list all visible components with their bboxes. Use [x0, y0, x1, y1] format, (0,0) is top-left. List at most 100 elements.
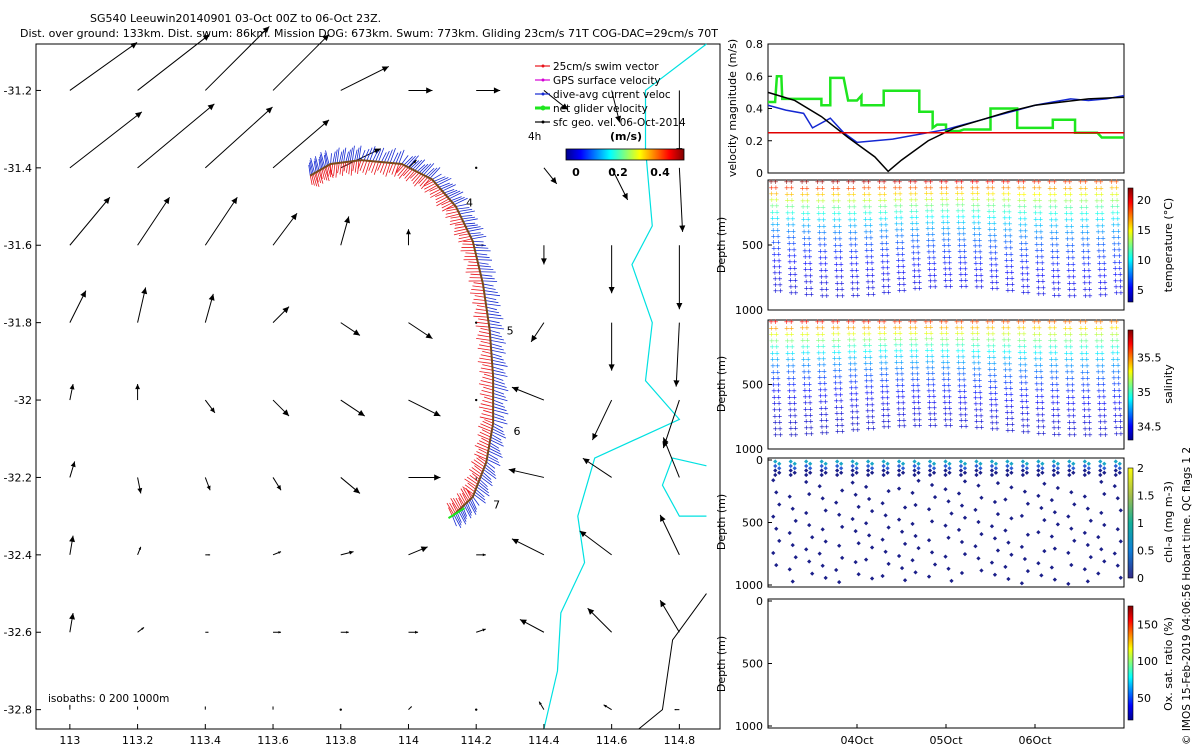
chla-point — [976, 519, 981, 525]
profile-point: + — [1115, 368, 1121, 376]
profile-point: + — [913, 341, 919, 349]
profile-point: + — [1020, 282, 1026, 290]
profile-point: + — [784, 190, 790, 198]
geo-vector-head — [662, 437, 669, 445]
geo-vector-head — [346, 631, 349, 634]
profile-point: + — [835, 191, 841, 199]
dac-vector — [435, 177, 449, 184]
profile-point: + — [868, 234, 874, 242]
profile-point: + — [909, 358, 915, 366]
profile-point: + — [1032, 197, 1038, 205]
profile-point: + — [1048, 210, 1054, 218]
profile-point: + — [1094, 337, 1100, 345]
chla-point — [807, 559, 812, 564]
profile-point: + — [854, 414, 860, 422]
chla-point — [817, 551, 822, 556]
profile-point: + — [823, 411, 829, 419]
profile-point: + — [942, 259, 948, 267]
profile-point: + — [1002, 220, 1008, 228]
swim-vector — [472, 302, 486, 305]
dac-vector — [473, 493, 486, 504]
profile-point: + — [1037, 215, 1043, 223]
profile-point: + — [895, 238, 901, 246]
profile-point: + — [869, 265, 875, 273]
profile-point: + — [893, 335, 899, 343]
profile-point: + — [867, 342, 873, 350]
chla-point — [863, 557, 869, 562]
profile-point: + — [773, 281, 779, 289]
profile-point: + — [947, 271, 953, 279]
profile-point: + — [1096, 374, 1102, 382]
profile-point: + — [986, 348, 992, 356]
profile-point: + — [1019, 385, 1025, 393]
profile-point: + — [1050, 254, 1056, 262]
profile-point: + — [1097, 406, 1103, 414]
profile-point: + — [1116, 386, 1122, 394]
swim-vector — [371, 161, 376, 173]
swim-vector — [414, 174, 424, 187]
profile-point: + — [988, 401, 994, 409]
profile-point: + — [976, 353, 982, 361]
profile-point: + — [884, 382, 890, 390]
profile-point: + — [970, 184, 976, 192]
chla-point — [787, 494, 792, 499]
profile-point: + — [1018, 373, 1024, 381]
profile-point: + — [1066, 406, 1072, 414]
chla-point — [1055, 466, 1060, 471]
profile-point: + — [1054, 387, 1060, 395]
profile-point: + — [1080, 375, 1086, 383]
chla-point — [1049, 498, 1054, 503]
dac-vector — [343, 147, 347, 163]
profile-point: + — [962, 248, 968, 256]
profile-point: + — [1098, 178, 1104, 186]
profile-point: + — [851, 348, 857, 356]
dac-vector — [418, 163, 429, 174]
profile-point: + — [1001, 324, 1007, 332]
chla-point — [959, 539, 965, 545]
dac-vector — [463, 504, 472, 519]
profile-point: + — [1112, 252, 1118, 260]
chla-point — [865, 463, 871, 469]
chla-point — [866, 496, 872, 502]
profile-point: + — [979, 424, 985, 432]
chla-point — [1072, 538, 1077, 543]
profile-point: + — [958, 399, 964, 407]
profile-point: + — [898, 359, 904, 367]
profile-point: + — [800, 337, 806, 345]
profile-point: + — [838, 267, 844, 275]
profile-point: + — [1024, 391, 1030, 399]
profile-point: + — [1095, 228, 1101, 236]
profile-point: + — [816, 203, 822, 211]
profile-point: + — [973, 266, 979, 274]
profile-point: + — [909, 214, 915, 222]
chla-point — [1020, 459, 1026, 464]
profile-ytick-label: 0 — [756, 595, 763, 608]
profile-point: + — [1019, 252, 1025, 260]
profile-point: + — [958, 276, 964, 284]
profile-point: + — [1079, 343, 1085, 351]
profile-point: + — [1100, 234, 1106, 242]
dac-vector — [492, 369, 506, 374]
profile-point: + — [819, 292, 825, 300]
profile-point: + — [884, 252, 890, 260]
geo-vector — [340, 65, 389, 91]
profile-point: + — [768, 178, 774, 186]
profile-point: + — [1096, 234, 1102, 242]
profile-point: + — [893, 347, 899, 355]
profile-point: + — [877, 184, 883, 192]
chla-point — [926, 574, 932, 579]
profile-point: + — [975, 190, 981, 198]
profile-point: + — [1063, 331, 1069, 339]
profile-point: + — [1036, 429, 1042, 437]
swim-vector — [324, 167, 330, 182]
dac-vector — [480, 274, 493, 277]
map-ytick-label: -31.2 — [4, 84, 32, 97]
geo-vector-head — [349, 550, 354, 555]
profile-point: + — [929, 358, 935, 366]
profile-point: + — [1017, 196, 1023, 204]
profile-point: + — [802, 259, 808, 267]
swim-vector — [483, 409, 494, 414]
chla-point — [1088, 555, 1093, 560]
profile-point: + — [912, 273, 918, 281]
chla-point — [886, 489, 891, 494]
